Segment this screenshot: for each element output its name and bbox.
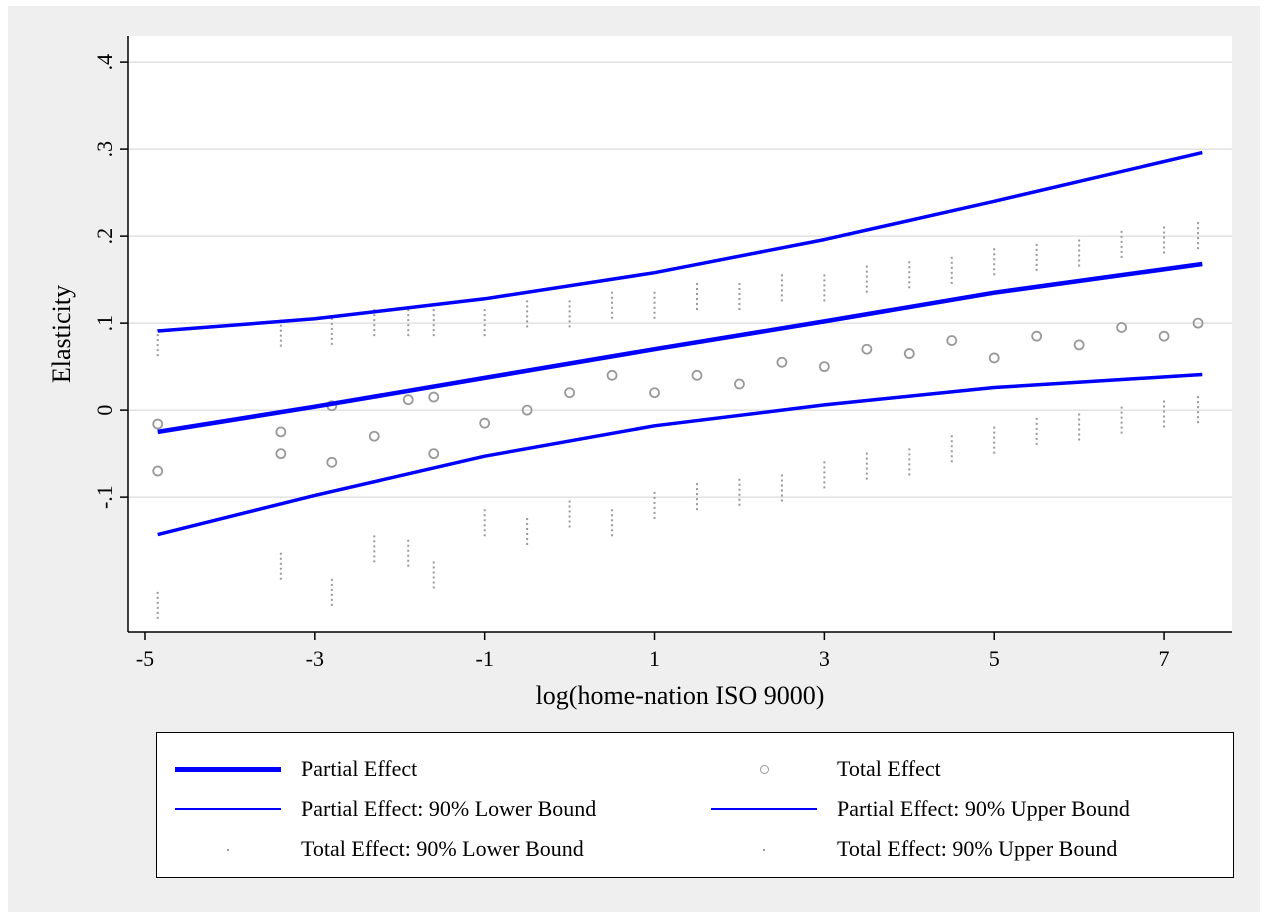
legend-item-partial-effect: Partial Effect [167,749,417,789]
total-effect-point [903,348,915,359]
total-effect-point [326,456,338,468]
total-effect-point [606,369,618,381]
legend-item-total-upper: Total Effect: 90% Upper Bound [703,829,1117,869]
total-effect-point [275,448,287,460]
total-effect-point [818,361,830,373]
partial-upper-bound-line [157,150,1203,333]
partial-effect-line [157,261,1203,435]
legend-key-circle [703,749,825,789]
legend-key-thin-line [703,789,825,829]
x-tick-label: -3 [306,646,324,671]
legend-item-total-effect: Total Effect [703,749,941,789]
total-effect-point [564,387,575,399]
total-effect-point [521,404,533,416]
y-tick-label: .2 [92,228,117,245]
partial-effect-lines [157,150,1203,537]
x-tick-label: 3 [819,646,830,671]
legend-label: Partial Effect [301,756,418,781]
y-tick-label: .3 [92,141,117,158]
total-effect-point [988,352,1000,364]
y-tick-label: .1 [92,315,117,332]
x-tick-label: -5 [136,646,154,671]
legend-label: Total Effect: 90% Lower Bound [301,836,584,861]
total-effect-point [368,430,380,442]
legend-key-dot [167,829,289,869]
figure: -5 -3 -1 1 3 5 7 -.1 0 .1 .2 .3 .4 log(home-nation … [8,6,1260,912]
total-effect-points [152,317,1204,477]
y-axis-title: Elasticity [47,285,76,383]
y-tick-label: 0 [92,405,117,416]
total-effect-point [275,426,287,438]
y-axis-ticks: -.1 0 .1 .2 .3 .4 [92,54,128,509]
x-tick-label: 7 [1159,646,1170,671]
plot-area [128,36,1232,632]
legend-key-thick-line [167,749,289,789]
total-effect-point [152,418,164,430]
total-effect-point [946,335,958,346]
legend-label: Total Effect [837,756,941,781]
total-effect-point [479,417,491,429]
partial-lower-bound-line [157,372,1203,537]
x-tick-label: 1 [649,646,660,671]
legend-key-thin-line [167,789,289,829]
legend-item-partial-upper: Partial Effect: 90% Upper Bound [703,789,1130,829]
total-effect-point [649,387,660,399]
total-effect-point [1192,317,1204,329]
legend-label: Partial Effect: 90% Lower Bound [301,796,597,821]
total-effect-point [1158,330,1170,342]
legend-label: Partial Effect: 90% Upper Bound [837,796,1130,821]
y-tick-label: .4 [92,54,117,71]
total-effect-point [1116,322,1127,333]
legend: Partial Effect Total Effect Partial Effe… [156,732,1234,878]
legend-key-dot [703,829,825,869]
total-effect-point [1031,330,1043,342]
total-effect-point [428,448,440,460]
x-axis-ticks: -5 -3 -1 1 3 5 7 [136,632,1170,671]
total-effect-point [691,369,703,381]
total-effect-point [1073,339,1085,351]
legend-label: Total Effect: 90% Upper Bound [837,836,1118,861]
chart-svg: -5 -3 -1 1 3 5 7 -.1 0 .1 .2 .3 .4 log(home-nation … [47,36,1232,710]
total-effect-point [402,394,414,406]
x-tick-label: 5 [989,646,1000,671]
total-effect-point [428,391,440,403]
total-effect-point [861,343,873,355]
x-axis-title: log(home-nation ISO 9000) [536,681,825,710]
total-effect-point [776,356,788,368]
total-effect-point [734,378,745,390]
x-tick-label: -1 [476,646,494,671]
y-tick-label: -.1 [92,485,117,509]
legend-item-total-lower: Total Effect: 90% Lower Bound [167,829,584,869]
legend-item-partial-lower: Partial Effect: 90% Lower Bound [167,789,596,829]
total-effect-point [152,465,164,477]
